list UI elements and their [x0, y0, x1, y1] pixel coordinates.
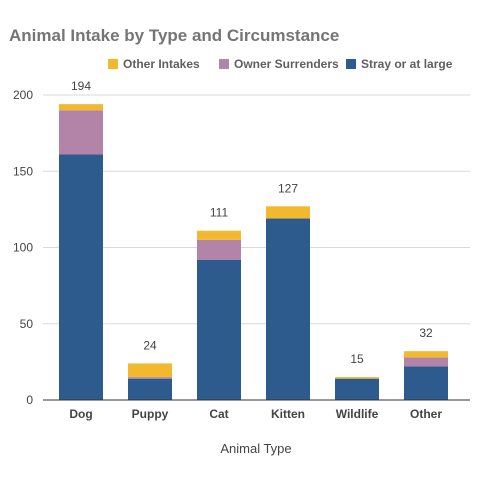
bar-segment: [197, 239, 241, 260]
x-tick-label: Other: [410, 407, 442, 421]
chart-title: Animal Intake by Type and Circumstance: [9, 26, 339, 45]
legend: Other Intakes Owner Surrenders Stray or at…: [108, 57, 453, 71]
gridlines: [43, 94, 470, 325]
bar-segment: [128, 378, 172, 400]
bar-segment: [59, 110, 103, 155]
bar-segment: [266, 206, 310, 219]
total-label: 24: [143, 338, 157, 352]
bar-segment: [197, 230, 241, 240]
x-tick-label: Wildlife: [336, 407, 379, 421]
y-tick-label: 100: [13, 241, 33, 255]
bar-segment: [404, 366, 448, 400]
legend-swatch: [219, 59, 229, 69]
y-tick-label: 150: [13, 164, 33, 178]
y-tick-label: 0: [26, 393, 33, 407]
bar-segment: [128, 377, 172, 379]
total-label: 111: [210, 206, 229, 220]
total-label: 127: [278, 181, 298, 195]
legend-label: Owner Surrenders: [234, 57, 339, 71]
x-tick-label: Dog: [69, 407, 92, 421]
x-tick-label: Puppy: [132, 407, 169, 421]
bar-segment: [197, 259, 241, 400]
legend-label: Other Intakes: [123, 57, 200, 71]
bar-segment: [404, 357, 448, 367]
x-tick-label: Cat: [209, 407, 228, 421]
legend-label: Stray or at large: [361, 57, 453, 71]
total-label: 15: [350, 352, 364, 366]
y-tick-label: 50: [20, 317, 34, 331]
legend-swatch: [346, 59, 356, 69]
bar-segment: [59, 154, 103, 400]
total-labels: 194 24 111 127 15 32: [71, 79, 433, 366]
x-axis-ticks: Dog Puppy Cat Kitten Wildlife Other: [69, 407, 442, 421]
bar-segment: [266, 218, 310, 400]
y-tick-label: 200: [13, 88, 33, 102]
bar-segment: [335, 378, 379, 400]
x-axis-title: Animal Type: [220, 441, 291, 456]
bar-segment: [128, 363, 172, 378]
bar-segment: [59, 104, 103, 111]
bars: [59, 104, 448, 400]
total-label: 32: [419, 326, 433, 340]
y-axis-ticks: 0 50 100 150 200: [13, 88, 33, 407]
legend-swatch: [108, 59, 118, 69]
x-tick-label: Kitten: [271, 407, 305, 421]
bar-segment: [404, 351, 448, 358]
total-label: 194: [71, 79, 91, 93]
bar-segment: [335, 377, 379, 379]
